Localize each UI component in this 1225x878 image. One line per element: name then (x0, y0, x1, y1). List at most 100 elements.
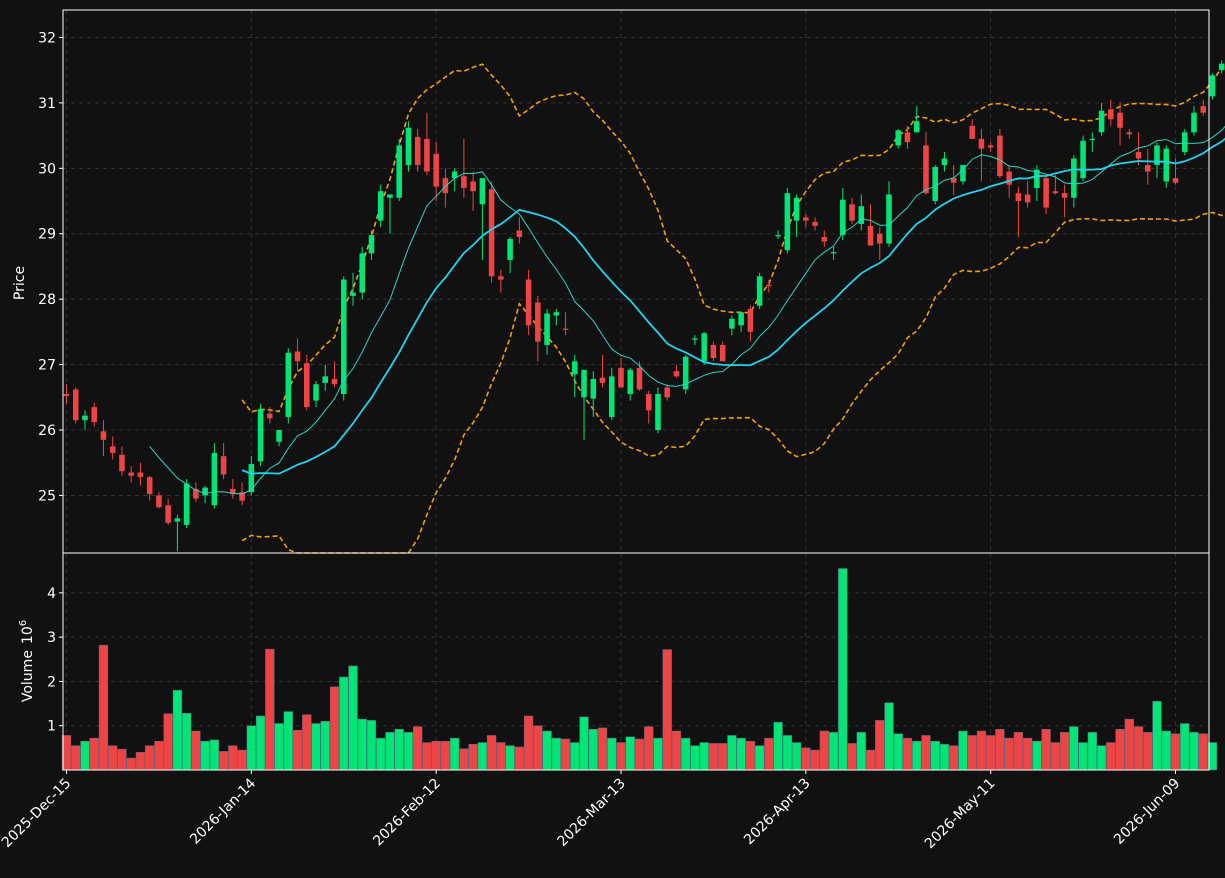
candle-body (82, 415, 88, 421)
price-y-tick-label: 32 (38, 30, 56, 46)
volume-bar (496, 742, 506, 771)
volume-bar (320, 721, 330, 771)
volume-bar (921, 735, 931, 771)
candle-body (313, 384, 319, 401)
volume-bar (856, 732, 866, 771)
volume-bar (875, 720, 885, 771)
moving-average-slow (241, 137, 1225, 475)
volume-bar (597, 727, 608, 771)
candle-body (294, 351, 301, 362)
candle-body (1043, 178, 1049, 208)
candle-body (960, 165, 966, 182)
volume-bar (1050, 742, 1060, 771)
moving-averages (149, 125, 1225, 495)
candle-body (590, 378, 597, 399)
volume-bar (514, 746, 524, 771)
candle-body (738, 312, 744, 326)
volume-bar (459, 748, 469, 771)
candle-body (451, 171, 458, 179)
candle-body (821, 237, 828, 242)
volume-bar (89, 737, 99, 771)
volume-bar (1022, 737, 1033, 771)
volume-bar (976, 730, 987, 771)
volume-bar (1124, 718, 1134, 771)
candle-body (91, 407, 97, 423)
candle-body (1218, 63, 1225, 71)
candle-body (655, 394, 661, 431)
candle-body (692, 338, 698, 340)
volume-bar (1041, 729, 1051, 771)
candle-body (1034, 169, 1040, 188)
volume-bar (172, 690, 183, 771)
candle-body (747, 308, 754, 332)
candle-body (913, 121, 920, 133)
volume-bar (505, 745, 515, 771)
volume-bar (209, 739, 220, 771)
candle-body (165, 505, 171, 523)
candle-body (664, 387, 670, 398)
volume-bar (912, 740, 922, 771)
volume-bar (1013, 732, 1024, 771)
volume-bar (1096, 745, 1107, 771)
volume-bar (625, 736, 635, 771)
volume-bar (560, 738, 571, 771)
candle-body (562, 328, 569, 330)
volume-bar (1078, 742, 1088, 771)
candle-body (1098, 110, 1105, 133)
candle-body (1052, 191, 1059, 194)
volume-bar (828, 732, 839, 771)
volume-y-label-text: Volume (20, 650, 36, 702)
candle-body (285, 352, 292, 417)
candle-body (1006, 171, 1012, 185)
volume-bar (1069, 726, 1079, 771)
volume-bar (754, 745, 765, 771)
candle-body (230, 488, 236, 495)
candle-body (1145, 165, 1151, 172)
candle-body (1163, 148, 1170, 182)
candle-body (941, 158, 948, 166)
volume-bar (218, 751, 229, 771)
candle-body (128, 472, 134, 476)
volume-bar (1189, 732, 1199, 771)
volume-bar (1059, 732, 1070, 771)
candle-body (1154, 145, 1160, 166)
candle-body (1108, 109, 1114, 120)
candle-body (516, 230, 523, 238)
candle-body (793, 197, 800, 221)
candle-body (137, 472, 144, 478)
candle-body (387, 194, 393, 198)
volume-bar (200, 740, 210, 771)
volume-bar (681, 737, 691, 771)
volume-y-tick-label: 1 (47, 719, 56, 735)
volume-bar (154, 740, 164, 771)
candle-body (553, 312, 560, 316)
volume-bar (884, 702, 894, 771)
candle-body (322, 376, 329, 383)
candle-body (923, 145, 929, 194)
candle-body (109, 446, 116, 453)
volume-bar (385, 732, 395, 771)
candle-body (470, 181, 476, 192)
candle-body (618, 367, 624, 388)
candle-body (479, 178, 486, 205)
volume-bar (292, 729, 303, 771)
volume-bar (477, 742, 488, 771)
candle-body (1181, 132, 1188, 152)
candle-body (1172, 178, 1179, 183)
candle-body (849, 204, 855, 221)
candle-body (1191, 112, 1197, 133)
volume-bar (718, 743, 728, 771)
volume-frame (62, 552, 1210, 771)
candle-body (978, 138, 985, 149)
volume-bar (311, 723, 321, 771)
candle-body (775, 235, 781, 237)
volume-bar (348, 665, 358, 771)
volume-bar (986, 735, 996, 771)
volume-bar (967, 735, 977, 771)
candle-body (969, 125, 975, 139)
volume-bar (163, 713, 173, 771)
volume-bar (791, 742, 802, 771)
volume-bar (422, 742, 432, 771)
